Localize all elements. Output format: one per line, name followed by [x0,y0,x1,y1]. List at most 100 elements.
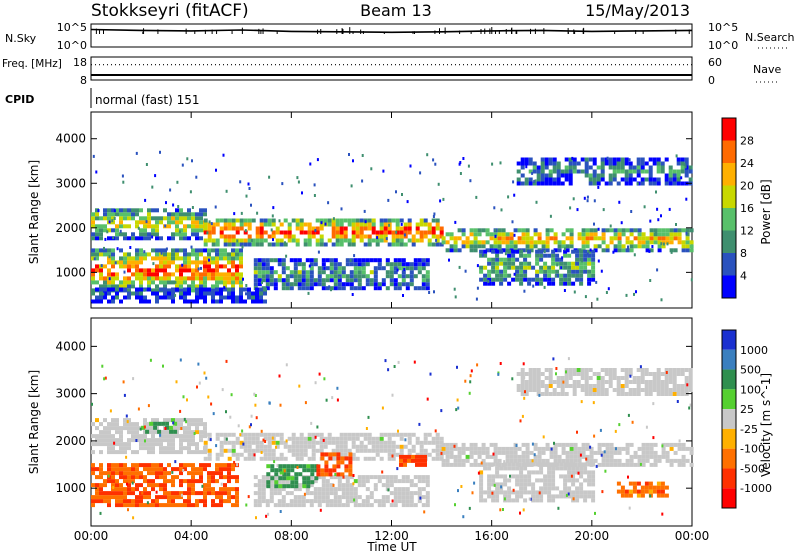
vel-cell [344,464,349,469]
power-cell [235,299,239,304]
power-cell [628,165,633,170]
vel-cell [612,368,617,372]
power-cell [564,173,569,178]
velocity-colorbar-segment [722,349,736,370]
power-cell [167,252,171,257]
power-cell [95,280,99,285]
power-cell [211,272,215,277]
vel-cell [612,372,617,376]
power-cell [155,220,159,225]
power-cell [649,228,654,233]
power-cell [307,226,312,231]
power-colorbar-tick: 28 [740,135,754,148]
power-cell [556,173,561,178]
vel-cell [576,368,581,372]
power-cell [195,299,199,304]
vel-cell [353,495,358,500]
power-cell [281,278,286,283]
vel-cell [135,430,139,435]
vel-cell [637,462,642,467]
power-noise-cell [361,263,364,267]
vel-cell [551,482,556,487]
vel-cell [399,436,404,441]
vel-cell [379,432,384,437]
power-colorbar-segment [722,118,736,141]
power-cell [259,226,264,231]
power-noise-cell [491,162,494,166]
vel-cell [179,422,183,427]
vel-cell [163,503,167,508]
vel-noise-cell [603,450,606,454]
power-cell [521,240,526,245]
vel-cell [664,392,669,396]
power-cell [539,269,544,274]
vel-cell [199,450,203,455]
vel-cell [668,392,673,396]
power-cell [587,273,592,278]
vel-cell [91,483,95,488]
vel-cell [247,440,252,445]
power-cell [543,277,548,282]
vel-noise-cell [336,386,339,390]
vel-cell [676,388,681,392]
power-cell [536,165,541,170]
power-cell [155,268,159,273]
power-cell [540,169,545,174]
vel-noise-cell [131,481,134,485]
vel-cell [203,430,207,435]
vel-cell [591,490,596,495]
power-cell [119,232,123,237]
vel-cell [381,503,386,508]
power-cell [523,261,528,266]
vel-noise-cell [627,475,629,479]
vel-cell [135,471,139,476]
power-cell [199,216,203,221]
vel-cell [153,421,158,426]
vel-cell [537,458,542,463]
power-y-tick-label: 1000 [55,265,86,279]
power-cell [115,287,119,292]
vel-cell [223,463,227,468]
power-cell [535,273,540,278]
vel-cell [344,468,349,473]
power-noise-cell [135,151,138,155]
power-cell [317,274,322,279]
vel-cell [636,392,641,396]
power-cell [203,230,208,235]
vel-cell [676,384,681,388]
vel-cell [664,376,669,380]
vel-cell [183,467,187,472]
power-cell [648,173,653,178]
power-cell [487,281,492,286]
date-title: 15/May/2013 [585,1,690,20]
nsky-series [90,27,693,34]
vel-cell [487,494,492,499]
power-cell [361,270,366,275]
power-cell [319,222,324,227]
power-cell [115,228,119,233]
vel-cell [321,487,326,492]
vel-noise-cell [688,406,691,410]
vel-cell [131,438,135,443]
power-cell [661,244,666,249]
vel-cell [571,466,576,471]
power-cell [271,234,276,239]
power-cell [479,277,484,282]
power-cell [155,272,159,277]
power-cell [363,242,368,247]
power-cell [91,216,95,221]
power-cell [287,230,292,235]
vel-cell [235,456,240,461]
vel-cell [314,468,319,473]
power-cell [669,228,674,233]
vel-cell [673,450,678,455]
power-cell [469,244,474,249]
power-cell [107,280,111,285]
power-cell [103,216,107,221]
power-cell [449,232,454,237]
vel-cell [327,436,332,441]
power-cell [91,280,95,285]
vel-noise-cell [434,429,437,433]
power-cell [677,236,682,241]
vel-cell [536,380,541,384]
